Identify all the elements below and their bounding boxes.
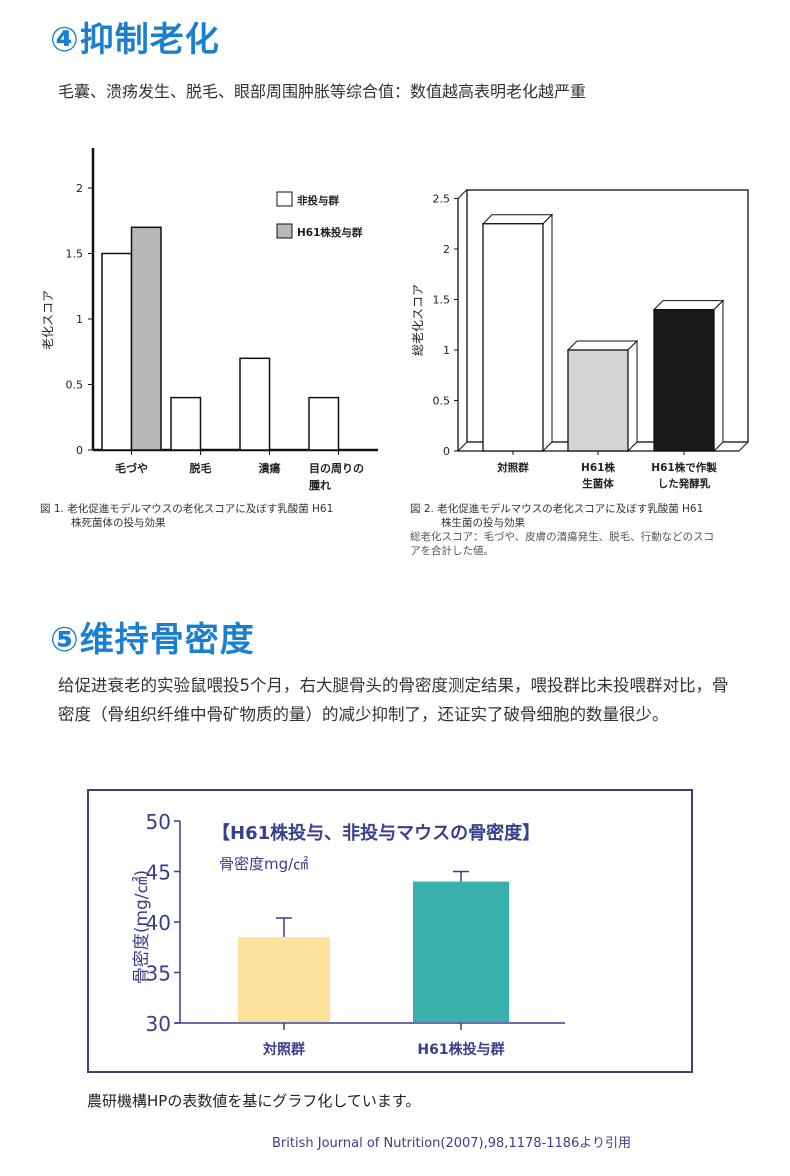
citation: British Journal of Nutrition(2007),98,11… bbox=[272, 1136, 632, 1151]
caption-line: 図 1. 老化促進モデルマウスの老化スコアに及ぼす乳酸菌 H61 bbox=[40, 503, 334, 515]
bar bbox=[413, 881, 509, 1022]
bar bbox=[238, 937, 330, 1022]
y-tick-label: 2 bbox=[76, 182, 83, 195]
y-tick-label: 0 bbox=[443, 445, 450, 458]
x-tick-label: した発酵乳 bbox=[658, 477, 711, 490]
y-tick-label: 40 bbox=[146, 911, 171, 935]
x-tick-label: 毛づや bbox=[115, 461, 148, 475]
bar bbox=[653, 308, 715, 452]
bar bbox=[567, 349, 629, 452]
unit-label: 骨密度mg/㎠ bbox=[219, 855, 308, 873]
y-tick-label: 1.5 bbox=[66, 248, 84, 261]
bar bbox=[482, 223, 544, 452]
y-axis-label: 骨密度(mg/㎠) bbox=[132, 870, 152, 984]
wall-edge bbox=[457, 189, 468, 199]
y-tick-label: 0.5 bbox=[433, 395, 451, 408]
chart1-caption: 図 1. 老化促進モデルマウスの老化スコアに及ぼす乳酸菌 H61 株死菌体の投与効… bbox=[40, 502, 333, 530]
bar-top bbox=[481, 214, 554, 225]
caption-line: 図 2. 老化促進モデルマウスの老化スコアに及ぼす乳酸菌 H61 bbox=[410, 503, 704, 515]
chart-title: 【H61株投与、非投与マウスの骨密度】 bbox=[212, 822, 540, 844]
chart2-caption: 図 2. 老化促進モデルマウスの老化スコアに及ぼす乳酸菌 H61 株生菌の投与効果… bbox=[410, 502, 714, 558]
bone-density-chart-frame bbox=[87, 789, 693, 1073]
x-tick-label: H61株で作製 bbox=[651, 461, 717, 474]
x-tick-label: H61株投与群 bbox=[417, 1041, 504, 1058]
y-tick-label: 30 bbox=[146, 1012, 171, 1036]
section-4-subtitle: 毛囊、溃疡发生、脱毛、眼部周围肿胀等综合值：数值越高表明老化越严重 bbox=[58, 82, 587, 101]
y-tick-label: 35 bbox=[146, 962, 171, 986]
bar-side bbox=[627, 339, 638, 453]
x-tick-label: H61株 bbox=[581, 461, 615, 474]
y-tick-label: 45 bbox=[146, 861, 171, 885]
bar-非投与群 bbox=[239, 357, 271, 451]
x-tick-label: 脱毛 bbox=[190, 461, 212, 475]
section-4-title: ④抑制老化 bbox=[50, 20, 220, 60]
y-tick-label: 0 bbox=[76, 444, 83, 457]
bar-非投与群 bbox=[101, 252, 133, 451]
bar-H61株投与群 bbox=[130, 226, 162, 451]
y-tick-label: 1.5 bbox=[433, 294, 451, 307]
section-5-paragraph: 给促进衰老的实验鼠喂投5个月，右大腿骨头的骨密度测定结果，喂投群比未投喂群对比，… bbox=[58, 676, 729, 724]
bar-top bbox=[652, 300, 725, 311]
x-tick-label: 対照群 bbox=[496, 461, 529, 474]
legend-label: 非投与群 bbox=[297, 194, 339, 207]
x-tick-label: 目の周りの bbox=[309, 462, 364, 475]
bar-非投与群 bbox=[308, 396, 340, 451]
x-tick-label: 対照群 bbox=[262, 1041, 305, 1058]
y-tick-label: 2.5 bbox=[433, 193, 451, 206]
caption-line: 株死菌体の投与効果 bbox=[71, 517, 166, 529]
footer-note: 農研機構HPの表数値を基にグラフ化しています。 bbox=[87, 1092, 421, 1110]
bar-side bbox=[542, 213, 553, 453]
floor-edge bbox=[457, 441, 468, 452]
x-tick-label: 腫れ bbox=[309, 478, 331, 492]
legend-label: H61株投与群 bbox=[297, 226, 363, 239]
y-tick-label: 1 bbox=[443, 344, 450, 357]
y-axis-label: 総老化スコア bbox=[411, 284, 425, 356]
section-5-title: ⑤维持骨密度 bbox=[50, 620, 255, 660]
bar-top bbox=[566, 340, 639, 351]
x-tick-label: 潰瘍 bbox=[259, 461, 281, 475]
caption-line: 株生菌の投与効果 bbox=[441, 517, 525, 529]
y-tick-label: 0.5 bbox=[66, 379, 84, 392]
note-line: アを合計した値。 bbox=[410, 545, 494, 557]
bar-side bbox=[713, 299, 724, 453]
y-tick-label: 2 bbox=[443, 243, 450, 256]
legend-swatch bbox=[276, 191, 293, 207]
note-line: 総老化スコア：毛づや、皮膚の潰瘍発生、脱毛、行動などのスコ bbox=[410, 531, 715, 543]
bar-非投与群 bbox=[170, 396, 202, 451]
y-tick-label: 50 bbox=[146, 810, 171, 834]
y-axis-label: 老化スコア bbox=[41, 290, 55, 350]
floor-edge bbox=[738, 441, 749, 452]
y-tick-label: 1 bbox=[76, 313, 83, 326]
legend-swatch bbox=[276, 223, 293, 239]
x-tick-label: 生菌体 bbox=[582, 477, 614, 490]
bone-density-chart: 30 35 40 45 50 骨密度(mg/㎠) 【H61株投与、非投与マウスの骨密度】骨密… bbox=[132, 810, 565, 1058]
